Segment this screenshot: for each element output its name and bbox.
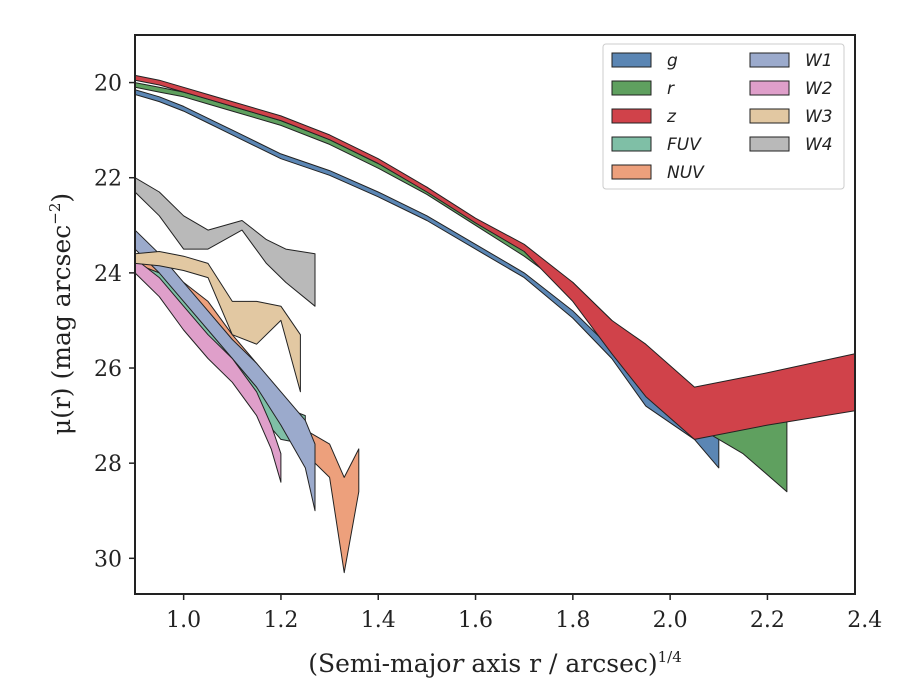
band-w2 (135, 258, 282, 483)
x-tick-label: 2.4 (847, 608, 882, 633)
series-bands (135, 74, 855, 574)
x-tick-label: 1.0 (166, 608, 201, 633)
legend-label-fuv: FUV (667, 135, 702, 155)
x-tick-label: 1.8 (555, 608, 590, 633)
band-g (135, 89, 720, 469)
legend-swatch-w3 (749, 108, 790, 124)
legend-swatch-z (611, 108, 652, 124)
legend-swatch-g (611, 52, 652, 68)
legend-swatch-fuv (611, 136, 652, 152)
band-w3 (135, 251, 301, 393)
legend-label-w4: W4 (805, 135, 833, 155)
x-axis-label: (Semi-major axis r / arcsec)1/4 (308, 648, 682, 678)
legend-swatch-w2 (749, 80, 790, 96)
legend-swatch-w1 (749, 52, 790, 68)
x-tick-label: 1.4 (361, 608, 396, 633)
x-tick-label: 2.2 (750, 608, 785, 633)
y-tick-label: 30 (94, 547, 122, 572)
legend-swatch-w4 (749, 136, 790, 152)
y-tick-label: 26 (94, 357, 122, 382)
legend-swatch-r (611, 80, 652, 96)
x-axis-ticks: 1.0 1.2 1.4 1.6 1.8 2.0 2.2 2.4 (166, 594, 882, 633)
x-tick-label: 2.0 (653, 608, 688, 633)
legend-label-z: z (666, 107, 677, 127)
legend-label-w2: W2 (805, 79, 833, 99)
y-tick-label: 20 (94, 72, 122, 97)
legend-label-w3: W3 (805, 107, 833, 127)
legend-label-nuv: NUV (667, 163, 705, 183)
y-tick-label: 24 (94, 262, 122, 287)
y-tick-label: 28 (94, 452, 122, 477)
y-axis-ticks: 20 22 24 26 28 30 (94, 72, 135, 572)
x-tick-label: 1.2 (263, 608, 298, 633)
legend-frame (602, 43, 845, 190)
legend-label-r: r (667, 79, 675, 99)
legend: grz FUV NUV W1 W2 W3 W4 (602, 43, 845, 190)
legend-swatch-nuv (611, 164, 652, 180)
y-tick-label: 22 (94, 167, 122, 192)
legend-label-w1: W1 (805, 51, 833, 71)
band-w4 (135, 177, 316, 307)
x-tick-label: 1.6 (458, 608, 493, 633)
plot-frame (134, 34, 856, 595)
y-axis-label: μ(r) (mag arcsec−2) (46, 193, 76, 435)
band-z (135, 74, 855, 440)
legend-label-g: g (667, 51, 678, 71)
